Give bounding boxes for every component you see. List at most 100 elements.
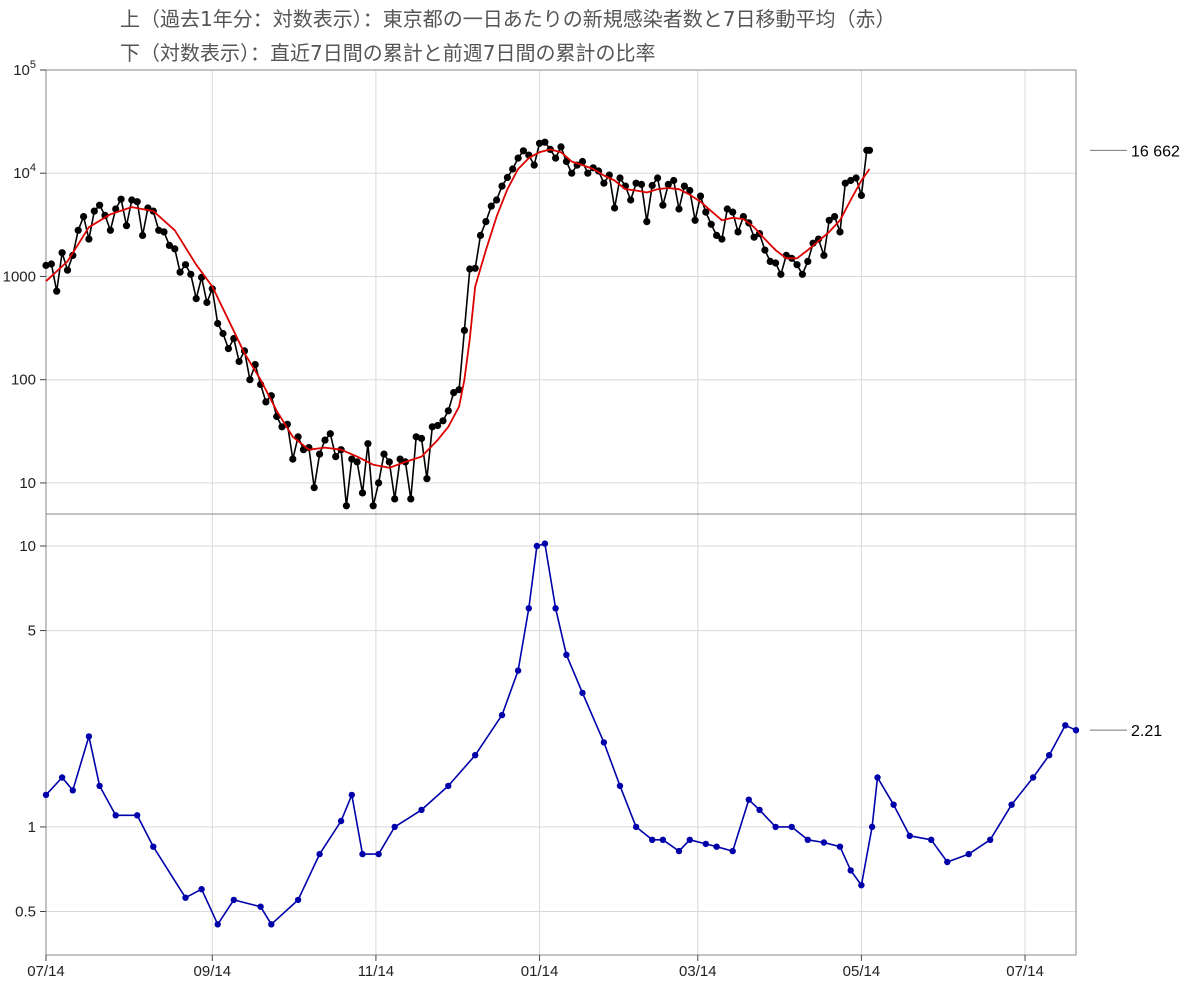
ratio-point bbox=[472, 752, 479, 759]
daily-cases-point bbox=[503, 173, 511, 182]
ratio-point bbox=[745, 796, 752, 803]
ratio-point bbox=[182, 894, 189, 901]
daily-cases-point bbox=[707, 220, 715, 228]
chart-title-line2: 下（対数表示）：直近7日間の累計と前週7日間の累計の比率 bbox=[120, 41, 656, 65]
daily-cases-point bbox=[541, 138, 549, 146]
daily-cases-point bbox=[96, 201, 104, 209]
daily-cases-point bbox=[584, 169, 592, 177]
daily-cases-point bbox=[568, 169, 576, 177]
daily-cases-point bbox=[289, 455, 297, 463]
daily-cases-point bbox=[557, 143, 565, 151]
ratio-point bbox=[541, 540, 549, 547]
daily-cases-point bbox=[675, 205, 683, 213]
daily-cases-point bbox=[670, 176, 678, 185]
ratio-point bbox=[69, 787, 77, 794]
ratio-point bbox=[858, 882, 865, 889]
daily-cases-point bbox=[750, 233, 758, 241]
daily-cases-point bbox=[691, 216, 699, 224]
ratio-point bbox=[616, 782, 624, 790]
daily-cases-point bbox=[611, 204, 619, 212]
ratio-point bbox=[268, 921, 275, 928]
ratio-point bbox=[359, 850, 366, 858]
daily-cases-point bbox=[455, 386, 463, 394]
seven-day-average-line bbox=[45, 148, 871, 469]
ratio-point bbox=[1029, 774, 1037, 781]
y-tick-label: 104 bbox=[13, 162, 36, 182]
ratio-point bbox=[1046, 752, 1053, 759]
daily-cases-point bbox=[616, 174, 624, 182]
daily-cases-point bbox=[128, 196, 136, 204]
daily-cases-point bbox=[348, 455, 356, 463]
daily-cases-point bbox=[798, 270, 807, 278]
ratio-point bbox=[1062, 722, 1069, 729]
daily-cases-point bbox=[578, 157, 587, 166]
ratio-point bbox=[632, 823, 640, 831]
daily-cases-point bbox=[772, 259, 780, 267]
daily-cases-point bbox=[793, 261, 801, 269]
daily-cases-line bbox=[45, 141, 870, 507]
daily-cases-point bbox=[820, 251, 828, 259]
plot-frame bbox=[45, 69, 1077, 515]
daily-cases-point bbox=[85, 235, 93, 243]
ratio-point bbox=[1008, 801, 1015, 808]
daily-cases-point bbox=[133, 198, 141, 206]
daily-cases-point bbox=[224, 345, 232, 353]
daily-cases-point bbox=[648, 181, 656, 190]
x-tick-label: 11/14 bbox=[358, 963, 394, 980]
ratio-point bbox=[820, 839, 828, 846]
ratio-point bbox=[702, 840, 709, 848]
x-tick-label: 05/14 bbox=[843, 963, 881, 980]
plot-frame bbox=[45, 513, 1077, 956]
ratio-point bbox=[600, 739, 608, 746]
ratio-point bbox=[418, 806, 425, 814]
x-tick-label: 07/14 bbox=[1006, 963, 1044, 980]
daily-cases-point bbox=[729, 208, 737, 216]
daily-cases-point bbox=[476, 231, 485, 239]
ratio-point bbox=[198, 886, 205, 893]
daily-cases-point bbox=[460, 326, 468, 334]
daily-cases-point bbox=[562, 157, 571, 166]
daily-cases-point bbox=[407, 495, 415, 503]
daily-cases-point bbox=[831, 213, 839, 221]
daily-cases-point bbox=[63, 266, 72, 274]
daily-cases-point bbox=[627, 196, 635, 204]
daily-cases-point bbox=[310, 484, 318, 492]
daily-cases-point bbox=[804, 257, 812, 265]
daily-cases-point bbox=[825, 216, 833, 224]
ratio-point bbox=[348, 791, 355, 799]
daily-cases-point bbox=[535, 139, 544, 147]
plot-frames bbox=[45, 69, 1077, 956]
last-value-callouts: 16 662 2.21 bbox=[1090, 143, 1180, 740]
daily-cases-point bbox=[643, 218, 651, 226]
daily-cases-point bbox=[203, 298, 211, 307]
ratio-point bbox=[729, 847, 736, 855]
ratio-point bbox=[772, 823, 779, 831]
ratio-point bbox=[906, 832, 913, 839]
ratio-point bbox=[579, 689, 586, 697]
daily-cases-point bbox=[482, 218, 490, 226]
ratio-point bbox=[96, 782, 103, 790]
daily-cases-point bbox=[214, 319, 222, 328]
daily-cases-point bbox=[659, 201, 667, 209]
daily-cases-point bbox=[836, 228, 844, 236]
ratio-point bbox=[868, 823, 876, 831]
daily-cases-point bbox=[187, 270, 195, 278]
daily-cases-point bbox=[852, 174, 860, 182]
ratio-point bbox=[375, 850, 382, 858]
daily-cases-point bbox=[47, 260, 56, 268]
y-tick-exponent: 4 bbox=[30, 162, 36, 174]
ratio-point bbox=[965, 850, 972, 858]
daily-cases-point bbox=[117, 195, 125, 203]
ratio-point bbox=[391, 823, 398, 831]
grid-lines bbox=[45, 70, 1076, 955]
ratio-point bbox=[563, 651, 570, 658]
daily-cases-point bbox=[80, 213, 88, 221]
ratio-line bbox=[45, 542, 1077, 926]
daily-cases-point bbox=[713, 231, 721, 239]
ratio-point bbox=[316, 850, 323, 858]
ratio-point bbox=[847, 867, 854, 874]
ratio-point bbox=[874, 774, 881, 781]
daily-cases-point bbox=[181, 261, 190, 269]
daily-cases-point bbox=[857, 191, 866, 199]
ratio-point bbox=[112, 812, 119, 819]
